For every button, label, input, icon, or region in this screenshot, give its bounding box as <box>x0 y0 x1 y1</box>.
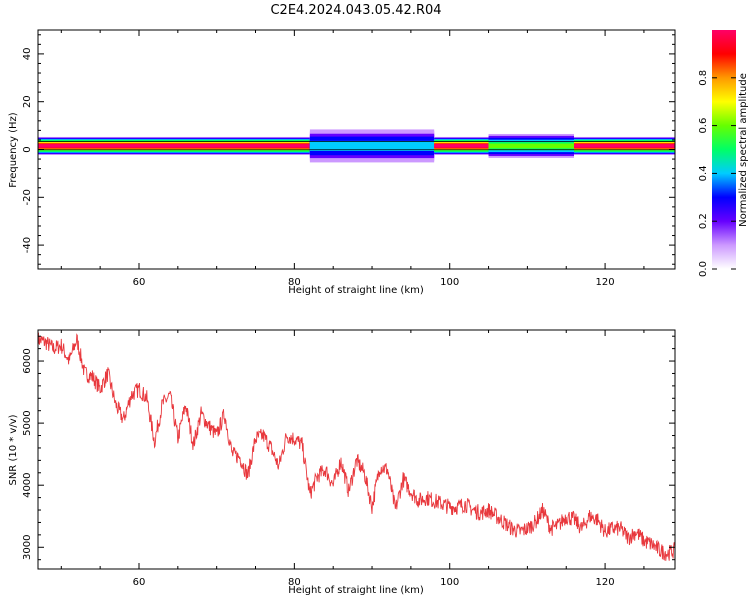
spec-xtick-label: 60 <box>133 277 146 288</box>
snr-xtick-label: 80 <box>288 577 301 588</box>
spec-xtick-label: 120 <box>596 277 615 288</box>
spec-ytick-label: -20 <box>22 189 33 205</box>
spectrogram-xlabel: Height of straight line (km) <box>288 285 424 296</box>
snr-xtick-label: 60 <box>133 577 146 588</box>
spectrogram-band-cell <box>488 143 575 149</box>
snr-ytick-label: 3000 <box>22 535 33 560</box>
colorbar-tick-label: 0.6 <box>698 118 709 134</box>
snr-ytick-label: 4000 <box>22 472 33 497</box>
snr-ticks: 60 80 100 120 3000 4000 5000 6000 <box>22 330 675 588</box>
colorbar-gradient <box>712 30 736 269</box>
spectrogram-band-cell <box>434 144 489 148</box>
colorbar-label: Normalized spectral amplitude <box>738 73 749 227</box>
spec-ytick-label: 0 <box>22 146 33 152</box>
snr-series-line <box>38 332 675 561</box>
spectrogram-band-cell <box>38 144 310 148</box>
spectrogram-panel: 60 80 100 120 -40 -20 0 20 40 Height of straight… <box>8 29 676 296</box>
colorbar-tick-label: 0.2 <box>698 213 709 229</box>
colorbar-ticks: 0.0 0.2 0.4 0.6 0.8 <box>698 70 736 277</box>
spec-xtick-label: 100 <box>440 277 459 288</box>
snr-panel: 60 80 100 120 3000 4000 5000 6000 Height of str… <box>8 329 676 596</box>
snr-ytick-label: 6000 <box>22 348 33 373</box>
colorbar: 0.0 0.2 0.4 0.6 0.8 Normalized spectral ampl… <box>698 30 749 277</box>
spectrogram-band-cell <box>574 144 675 148</box>
snr-frame <box>37 329 676 570</box>
snr-ytick-label: 5000 <box>22 410 33 435</box>
colorbar-tick-label: 0.8 <box>698 70 709 86</box>
snr-xlabel: Height of straight line (km) <box>288 585 424 596</box>
colorbar-tick-label: 0.4 <box>698 165 709 181</box>
colorbar-tick-label: 0.0 <box>698 261 709 277</box>
snr-xtick-label: 120 <box>596 577 615 588</box>
spec-ytick-label: 20 <box>22 95 33 108</box>
spectrogram-band <box>38 126 675 166</box>
spectrogram-ticks: 60 80 100 120 -40 -20 0 20 40 <box>22 30 675 288</box>
spectrogram-ylabel: Frequency (Hz) <box>8 112 19 188</box>
spectrogram-band-cell <box>309 142 435 150</box>
spec-xtick-label: 80 <box>288 277 301 288</box>
snr-xtick-label: 100 <box>440 577 459 588</box>
snr-line-layer <box>38 332 675 561</box>
snr-ylabel: SNR (10 * v/v) <box>8 414 19 485</box>
spec-ytick-label: 40 <box>22 48 33 61</box>
figure-title: C2E4.2024.043.05.42.R04 <box>270 3 441 18</box>
spec-ytick-label: -40 <box>22 237 33 253</box>
